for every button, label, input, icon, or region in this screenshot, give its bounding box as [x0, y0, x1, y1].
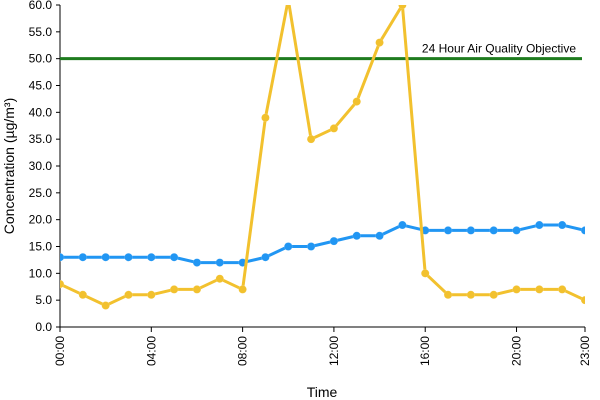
- x-tick-label: 16:00: [418, 336, 432, 366]
- data-point: [466, 290, 476, 300]
- data-point: [443, 290, 453, 300]
- data-point: [306, 242, 316, 251]
- data-point: [580, 226, 585, 235]
- data-point: [78, 290, 88, 300]
- data-point: [261, 252, 270, 262]
- data-point: [284, 0, 292, 4]
- data-point: [147, 290, 156, 300]
- x-axis-title: Time: [307, 384, 338, 400]
- data-point: [329, 124, 339, 133]
- y-tick-label: 20.0: [29, 213, 53, 227]
- data-point: [557, 285, 567, 294]
- series-line: [60, 223, 585, 265]
- data-point: [215, 274, 225, 283]
- data-point: [238, 285, 247, 294]
- data-point: [512, 226, 521, 235]
- data-point: [60, 279, 65, 289]
- data-point: [535, 220, 544, 230]
- data-point: [192, 258, 202, 267]
- series-layer: [60, 0, 585, 310]
- data-point: [124, 290, 133, 300]
- reference-line-label: 24 Hour Air Quality Objective: [422, 42, 576, 56]
- data-point: [169, 252, 179, 262]
- data-point: [192, 285, 202, 294]
- data-point: [306, 134, 316, 144]
- y-tick-label: 55.0: [29, 25, 53, 39]
- data-point: [535, 285, 544, 294]
- data-point: [557, 220, 567, 230]
- data-point: [284, 242, 293, 251]
- data-point: [261, 113, 270, 122]
- y-tick-label: 35.0: [29, 132, 53, 146]
- data-point: [147, 252, 156, 262]
- x-tick-label: 08:00: [236, 336, 250, 366]
- x-axis-ticks: 00:00 04:00 08:00 12:00 16:00 20:00 23:00: [53, 327, 592, 366]
- data-point: [466, 226, 476, 235]
- y-tick-label: 40.0: [29, 105, 53, 119]
- y-tick-label: 15.0: [29, 240, 53, 254]
- data-point: [398, 5, 407, 10]
- x-tick-label: 12:00: [327, 336, 341, 366]
- data-point: [352, 231, 361, 241]
- series-1: [60, 220, 585, 267]
- reference-line-group: 24 Hour Air Quality Objective: [60, 42, 582, 61]
- y-tick-label: 10.0: [29, 266, 53, 280]
- x-tick-label: 04:00: [144, 336, 158, 366]
- data-point: [375, 231, 384, 241]
- data-point: [375, 38, 384, 47]
- x-tick-label: 23:00: [578, 336, 592, 366]
- data-point: [512, 285, 521, 294]
- data-point: [60, 252, 65, 262]
- y-tick-label: 5.0: [35, 293, 52, 307]
- y-tick-label: 45.0: [29, 79, 53, 93]
- data-point: [489, 290, 498, 300]
- y-axis-title: Concentration (µg/m³): [1, 98, 17, 234]
- data-point: [443, 226, 453, 235]
- data-point: [101, 252, 110, 262]
- data-point: [489, 226, 498, 235]
- data-point: [580, 295, 585, 305]
- x-tick-label: 20:00: [510, 336, 524, 366]
- y-tick-label: 30.0: [29, 159, 53, 173]
- data-point: [101, 301, 110, 310]
- data-point: [215, 258, 225, 267]
- y-tick-label: 60.0: [29, 0, 53, 12]
- data-point: [420, 269, 430, 278]
- y-tick-label: 50.0: [29, 52, 53, 66]
- y-axis-ticks: 0.0 5.0 10.0 15.0 20.0 25.0 30.0 35.0 40.0 45.0 50…: [29, 0, 60, 334]
- data-point: [329, 236, 339, 246]
- y-tick-label: 25.0: [29, 186, 53, 200]
- data-point: [124, 252, 133, 262]
- data-point: [78, 252, 88, 262]
- y-tick-label: 0.0: [35, 320, 52, 334]
- data-point: [398, 220, 407, 230]
- data-point: [169, 285, 179, 294]
- x-tick-label: 00:00: [53, 336, 67, 366]
- data-point: [352, 97, 361, 106]
- series-2: [60, 0, 585, 310]
